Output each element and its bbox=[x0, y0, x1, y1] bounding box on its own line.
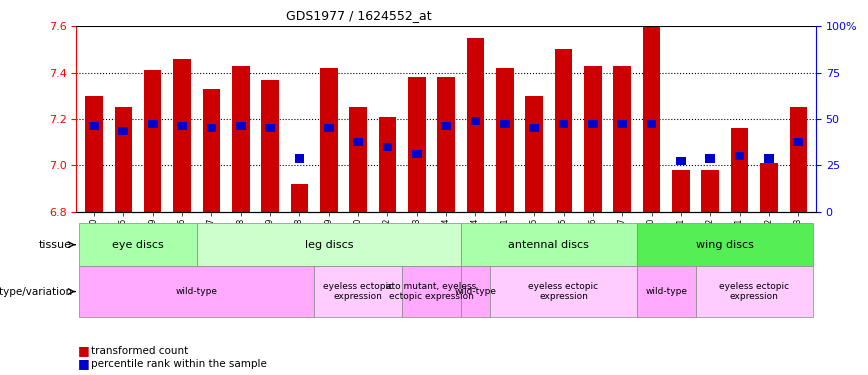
Bar bbox=[412, 150, 422, 158]
Bar bbox=[467, 38, 484, 212]
Bar bbox=[614, 66, 631, 212]
Text: genotype/variation: genotype/variation bbox=[0, 286, 72, 297]
Bar bbox=[85, 96, 102, 212]
Bar bbox=[174, 59, 191, 212]
Bar bbox=[643, 26, 661, 212]
Bar bbox=[735, 152, 745, 160]
Text: wild-type: wild-type bbox=[645, 287, 687, 296]
Bar bbox=[617, 120, 627, 128]
Bar bbox=[119, 127, 128, 135]
Bar bbox=[470, 117, 480, 126]
Bar bbox=[324, 124, 333, 132]
Text: leg discs: leg discs bbox=[305, 240, 353, 250]
Bar bbox=[500, 120, 510, 128]
Bar bbox=[236, 122, 246, 130]
Bar bbox=[207, 124, 216, 132]
Bar bbox=[144, 70, 161, 212]
Bar bbox=[647, 120, 656, 128]
Bar bbox=[266, 124, 275, 132]
Bar bbox=[202, 89, 220, 212]
Bar bbox=[529, 124, 539, 132]
Bar bbox=[408, 77, 425, 212]
Bar bbox=[676, 157, 686, 165]
Text: percentile rank within the sample: percentile rank within the sample bbox=[91, 359, 267, 369]
Text: eyeless ectopic
expression: eyeless ectopic expression bbox=[529, 282, 599, 301]
Text: eyeless ectopic
expression: eyeless ectopic expression bbox=[720, 282, 789, 301]
Bar bbox=[261, 80, 279, 212]
Bar bbox=[441, 122, 451, 130]
Text: ■: ■ bbox=[78, 344, 90, 357]
Text: transformed count: transformed count bbox=[91, 346, 188, 355]
Bar bbox=[701, 170, 719, 212]
Bar bbox=[764, 154, 773, 163]
Bar bbox=[496, 68, 514, 212]
Bar bbox=[115, 108, 132, 212]
Bar bbox=[731, 128, 748, 212]
Text: eye discs: eye discs bbox=[112, 240, 164, 250]
Text: tissue: tissue bbox=[39, 240, 72, 250]
Bar bbox=[232, 66, 249, 212]
Bar bbox=[672, 170, 690, 212]
Bar bbox=[525, 96, 543, 212]
Bar bbox=[148, 120, 157, 128]
Bar bbox=[588, 120, 598, 128]
Bar bbox=[320, 68, 338, 212]
Bar bbox=[706, 154, 715, 163]
Text: eyeless ectopic
expression: eyeless ectopic expression bbox=[323, 282, 393, 301]
Bar bbox=[378, 117, 397, 212]
Bar bbox=[793, 138, 803, 146]
Text: wild-type: wild-type bbox=[175, 287, 218, 296]
Bar bbox=[760, 163, 778, 212]
Bar bbox=[437, 77, 455, 212]
Bar bbox=[555, 50, 572, 212]
Bar bbox=[353, 138, 363, 146]
Bar bbox=[383, 143, 392, 151]
Text: antennal discs: antennal discs bbox=[509, 240, 589, 250]
Bar bbox=[349, 108, 367, 212]
Bar bbox=[177, 122, 187, 130]
Text: wing discs: wing discs bbox=[696, 240, 754, 250]
Bar bbox=[89, 122, 99, 130]
Bar bbox=[584, 66, 602, 212]
Bar bbox=[294, 154, 305, 163]
Bar bbox=[790, 108, 807, 212]
Text: wild-type: wild-type bbox=[455, 287, 496, 296]
Text: ■: ■ bbox=[78, 357, 90, 370]
Bar bbox=[559, 120, 569, 128]
Text: GDS1977 / 1624552_at: GDS1977 / 1624552_at bbox=[286, 9, 432, 22]
Text: ato mutant, eyeless
ectopic expression: ato mutant, eyeless ectopic expression bbox=[386, 282, 477, 301]
Bar bbox=[291, 184, 308, 212]
